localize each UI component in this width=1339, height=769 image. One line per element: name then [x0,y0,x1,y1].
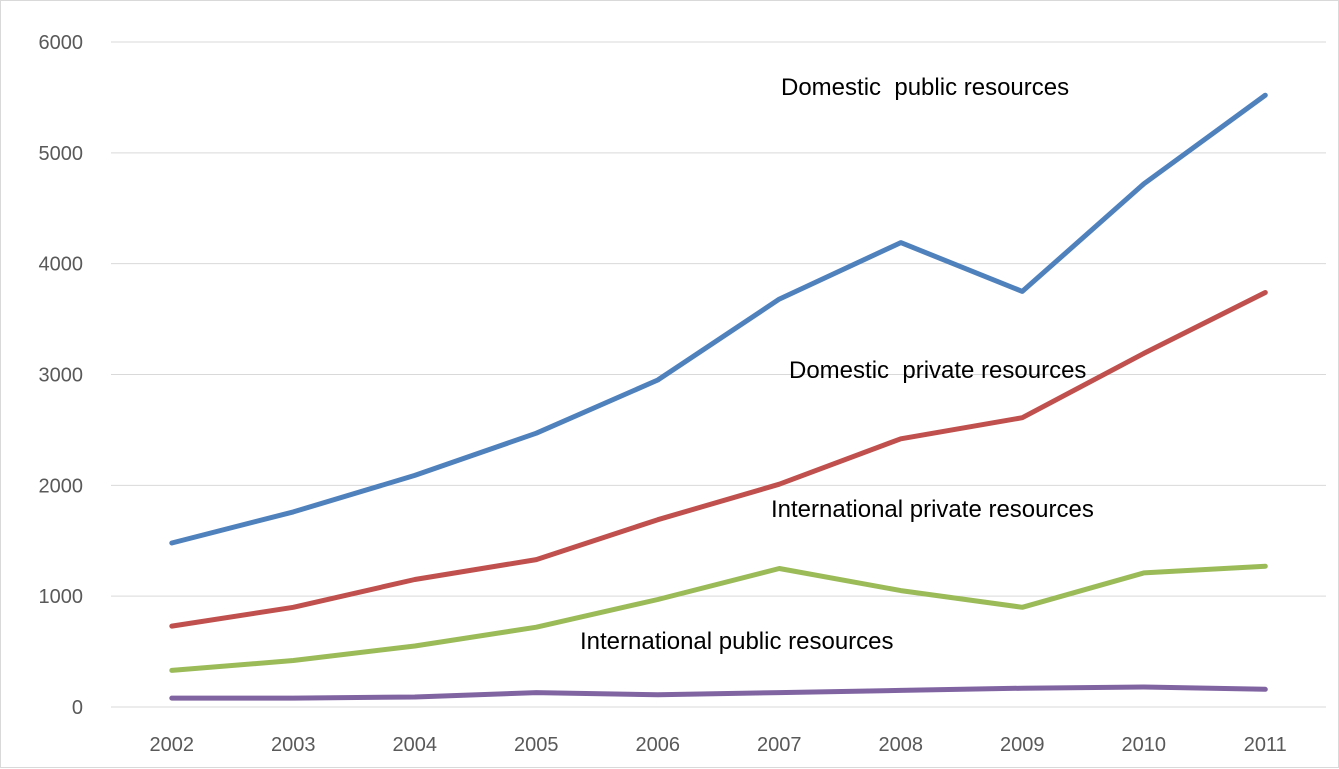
y-tick-label-5000: 5000 [39,143,84,165]
x-tick-label-2011: 2011 [1244,734,1287,756]
series-lines [169,92,1268,701]
y-tick-label-0: 0 [72,697,83,719]
x-tick-label-2002: 2002 [150,734,195,756]
x-tick-label-2003: 2003 [271,734,316,756]
y-tick-label-3000: 3000 [39,365,84,387]
x-tick-label-2004: 2004 [393,734,438,756]
y-tick-label-6000: 6000 [39,32,84,54]
gridlines [111,41,1326,597]
series-label-domestic-public: Domestic public resources [781,74,1069,101]
series-label-international-private: International private resources [771,496,1094,523]
x-tick-label-2008: 2008 [879,734,924,756]
series-line-domestic-private [169,290,1268,629]
y-tick-label-1000: 1000 [39,586,84,608]
series-label-international-public: International public resources [580,628,894,655]
x-tick-label-2005: 2005 [514,734,559,756]
y-axis-tick-labels: 0 1000 2000 3000 4000 5000 6000 [39,32,84,719]
series-label-domestic-private: Domestic private resources [789,357,1086,384]
y-tick-label-4000: 4000 [39,254,84,276]
x-tick-label-2010: 2010 [1122,734,1167,756]
x-tick-label-2006: 2006 [636,734,681,756]
x-tick-label-2007: 2007 [757,734,802,756]
y-tick-label-2000: 2000 [39,475,84,497]
series-line-international-public [169,684,1268,701]
series-labels: Domestic public resources Domestic priva… [580,74,1094,655]
x-tick-label-2009: 2009 [1000,734,1045,756]
x-axis-tick-labels: 2002 2003 2004 2005 2006 2007 2008 2009 2010 2011 [150,734,1287,756]
series-line-domestic-public [169,92,1268,546]
series-line-international-private [169,563,1268,673]
